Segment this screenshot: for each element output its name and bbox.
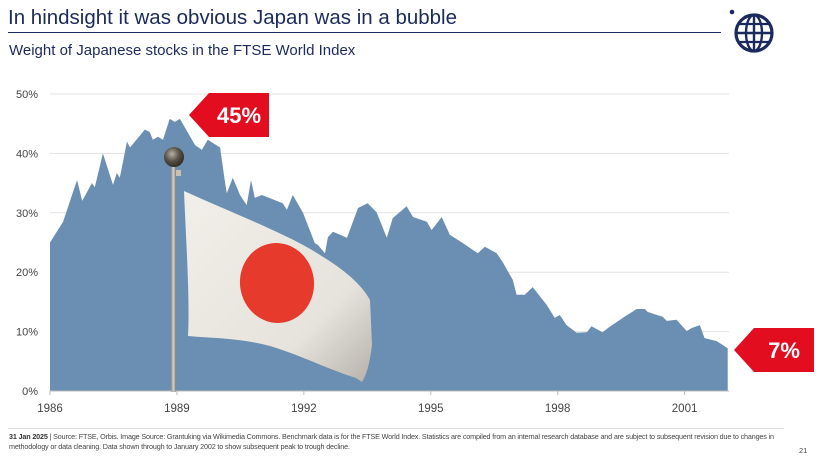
- callout-badge: [734, 328, 814, 372]
- area-chart: 0% 10% 20% 30% 40% 50% 1986 1989 1992 1995 1998 200…: [16, 89, 814, 415]
- page-number: 21: [799, 446, 808, 455]
- y-tick-label: 40%: [16, 148, 38, 160]
- y-tick-label: 20%: [16, 267, 38, 279]
- x-tick-label: 1998: [545, 403, 571, 415]
- x-tick-label: 1989: [164, 403, 190, 415]
- y-tick-label: 50%: [16, 89, 38, 101]
- area-series-japan-weight: [50, 118, 728, 392]
- x-tick-label: 1992: [291, 403, 317, 415]
- slide-title: In hindsight it was obvious Japan was in…: [8, 6, 458, 29]
- chart-subtitle: Weight of Japanese stocks in the FTSE Wo…: [9, 42, 356, 59]
- globe-icon: [729, 9, 774, 53]
- callout-label: 45%: [217, 103, 261, 128]
- footer-divider: [8, 428, 784, 429]
- japan-flag-image: [164, 147, 372, 392]
- y-tick-label: 30%: [16, 208, 38, 220]
- footer-source-note: 31 Jan 2025 | Source: FTSE, Orbis. Image…: [9, 432, 799, 452]
- footer-text: | Source: FTSE, Orbis. Image Source: Gra…: [9, 432, 774, 451]
- x-tick-label: 1986: [37, 403, 63, 415]
- footer-date: 31 Jan 2025: [9, 432, 48, 441]
- x-tick-label: 2001: [672, 403, 698, 415]
- y-tick-label: 0%: [22, 386, 38, 398]
- y-tick-label: 10%: [16, 327, 38, 339]
- callout-label: 7%: [768, 338, 800, 363]
- title-divider: [8, 32, 721, 33]
- callout-badge: [189, 93, 269, 137]
- x-tick-label: 1995: [418, 403, 444, 415]
